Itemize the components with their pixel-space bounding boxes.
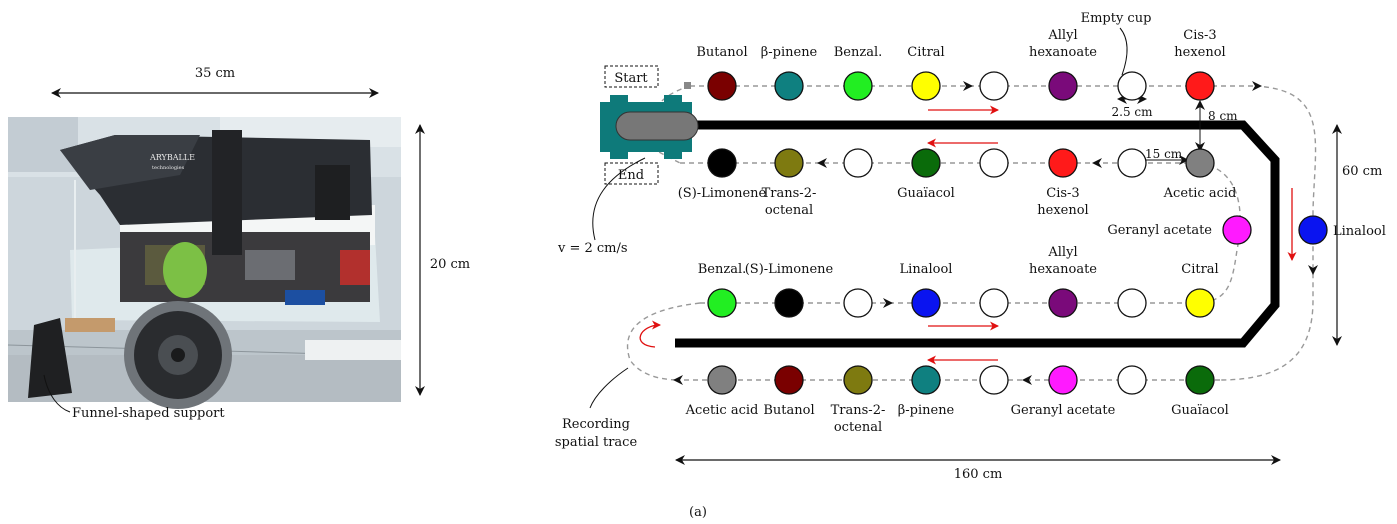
cup-butanol: [774, 365, 804, 395]
cup-trans-2-octenal: [843, 365, 873, 395]
empty-cup-label: Empty cup: [1081, 11, 1152, 26]
cup-trans-2-octenal: [774, 148, 804, 178]
cup-label: Trans-2-: [831, 403, 886, 418]
caption: (a): [689, 505, 707, 520]
cup-label: Geranyl acetate: [1107, 223, 1212, 238]
cup-label: Butanol: [763, 403, 814, 418]
cup-allyl-hexanoate: [1048, 288, 1078, 318]
cup-label: Cis-3: [1046, 186, 1079, 201]
cup-empty: [1117, 365, 1147, 395]
cups-layer: Butanol β-pinene Benzal. Citral Allyl hexanoa…: [678, 28, 1386, 435]
recording-label-1: Recording: [562, 417, 630, 432]
device-sub: technologies: [152, 165, 185, 171]
cup-label: Allyl: [1047, 28, 1077, 43]
cup-geranyl-acetate: [1048, 365, 1078, 395]
cup-linalool: [911, 288, 941, 318]
cup-label: octenal: [765, 203, 813, 218]
cup-gua-acol: [1185, 365, 1215, 395]
cup-empty: [1117, 288, 1147, 318]
cup-label: Linalool: [900, 262, 953, 277]
cup-benzal: [707, 288, 737, 318]
cup-acetic-acid: [1185, 148, 1215, 178]
cup-label: hexenol: [1174, 45, 1225, 60]
cup-label: Benzal.: [698, 262, 747, 277]
cup-pinene: [911, 365, 941, 395]
photo-width-label: 35 cm: [195, 66, 235, 81]
cup-label: Trans-2-: [762, 186, 817, 201]
cup-geranyl-acetate: [1222, 215, 1252, 245]
cup-label: Cis-3: [1183, 28, 1216, 43]
spacing-label: 2.5 cm: [1112, 105, 1154, 119]
cup-label: Guaïacol: [1171, 403, 1229, 418]
support-label: Funnel-shaped support: [72, 406, 225, 421]
cup-empty: [1117, 71, 1147, 101]
track-line: [675, 120, 1280, 348]
cup-allyl-hexanoate: [1048, 71, 1078, 101]
cup-citral: [1185, 288, 1215, 318]
cup-label: β-pinene: [761, 45, 818, 60]
cup-label: hexenol: [1037, 203, 1088, 218]
cup-label: Citral: [1181, 262, 1218, 277]
robot-icon: [600, 82, 699, 159]
cup-label: Acetic acid: [1163, 186, 1237, 201]
cup-empty: [979, 288, 1009, 318]
cup-empty: [979, 71, 1009, 101]
funnel-support: [28, 318, 72, 398]
cup-cis-3-hexenol: [1185, 71, 1215, 101]
cup-butanol: [707, 71, 737, 101]
start-label: Start: [614, 71, 648, 86]
photo-height-label: 20 cm: [430, 257, 470, 272]
cup-citral: [911, 71, 941, 101]
start-box: [604, 65, 659, 88]
cup-label: (S)-Limonene: [745, 262, 834, 277]
cup-label: Guaïacol: [897, 186, 955, 201]
cup-label: Benzal.: [834, 45, 883, 60]
cup-label: octenal: [834, 420, 882, 435]
end-label: End: [618, 168, 644, 183]
cup-label: Geranyl acetate: [1011, 403, 1116, 418]
device-brand: ARYBALLE: [149, 153, 195, 162]
cup-label: (S)-Limonene: [678, 186, 767, 201]
cup-empty: [843, 288, 873, 318]
cup-label: hexanoate: [1029, 45, 1097, 60]
cup-label: Allyl: [1047, 245, 1077, 260]
cup-gap-label: 15 cm: [1145, 147, 1183, 161]
dashed-path: [626, 85, 1317, 381]
cup-label: Acetic acid: [685, 403, 759, 418]
cup-cis-3-hexenol: [1048, 148, 1078, 178]
cup-pinene: [774, 71, 804, 101]
cup-benzal: [843, 71, 873, 101]
track-diagram: Start End v = 2 cm/s Empty cup 2.5 cm 8 …: [555, 11, 1386, 520]
cup-empty: [979, 365, 1009, 395]
robot-photo: 35 cm 20 cm ARYBALLE technologies: [7, 66, 470, 421]
gap-label: 8 cm: [1208, 109, 1238, 123]
cup-s-limonene: [774, 288, 804, 318]
end-box: [604, 162, 659, 185]
recording-label-2: spatial trace: [555, 435, 638, 450]
speed-label: v = 2 cm/s: [557, 241, 628, 256]
cup-acetic-acid: [707, 365, 737, 395]
cup-empty: [1117, 148, 1147, 178]
cup-empty: [979, 148, 1009, 178]
cup-gua-acol: [911, 148, 941, 178]
cup-empty: [843, 148, 873, 178]
height-label: 60 cm: [1342, 164, 1382, 179]
cup-label: Butanol: [696, 45, 747, 60]
cup-s-limonene: [707, 148, 737, 178]
cup-linalool: [1298, 215, 1328, 245]
cup-label: Citral: [907, 45, 944, 60]
length-label: 160 cm: [954, 467, 1003, 482]
cup-label: hexanoate: [1029, 262, 1097, 277]
cup-label: β-pinene: [898, 403, 955, 418]
cup-label: Linalool: [1333, 224, 1386, 239]
